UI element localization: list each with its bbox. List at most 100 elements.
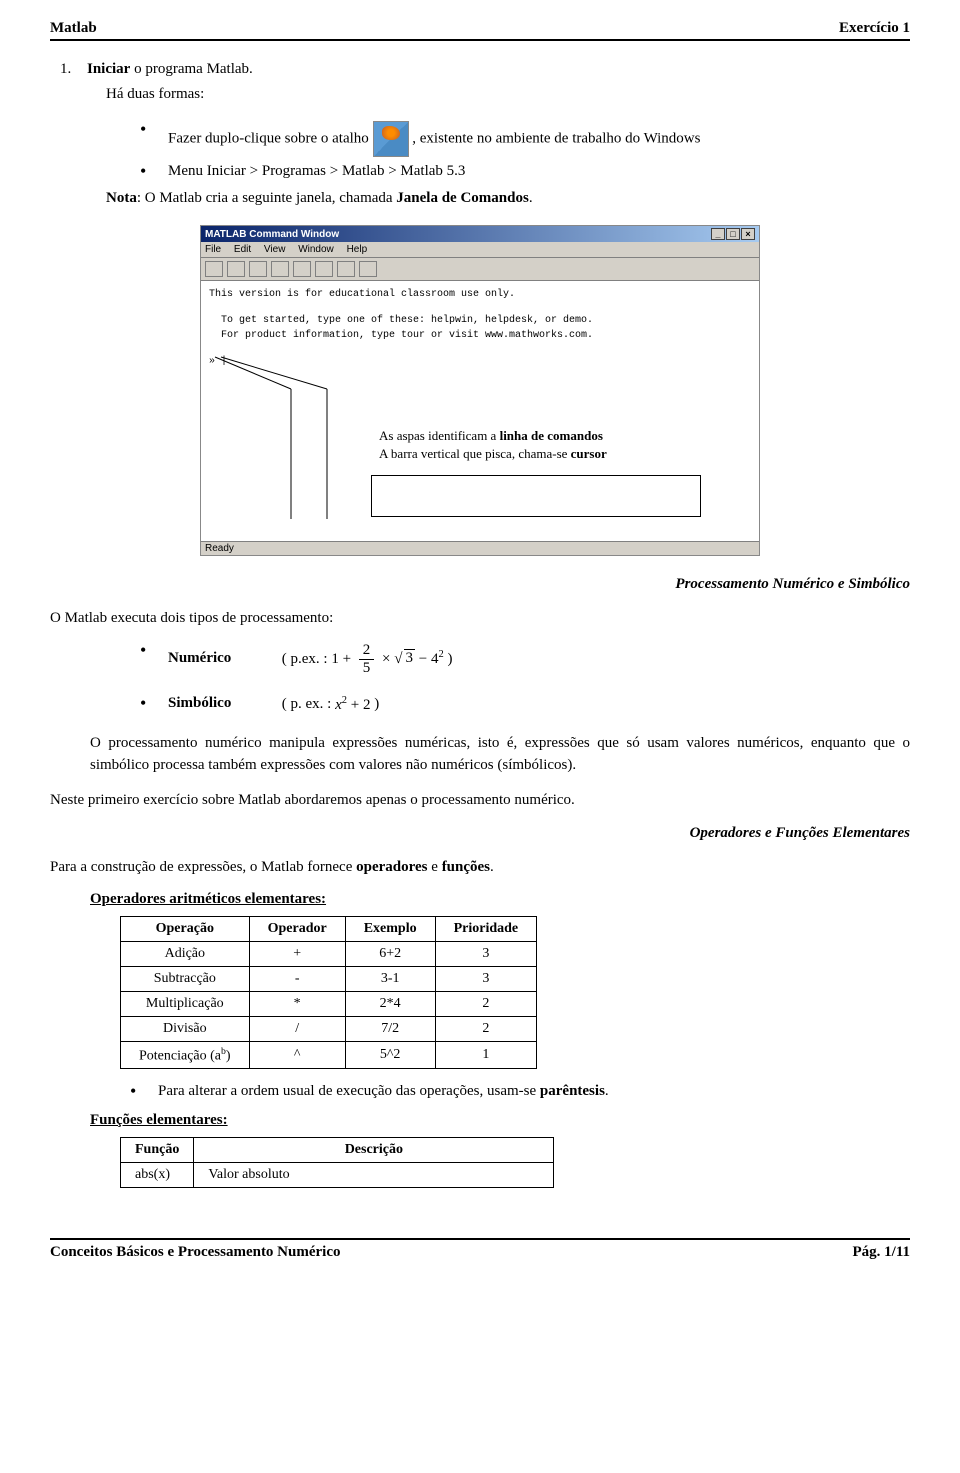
p3b: operadores — [356, 859, 427, 875]
cell: / — [249, 1016, 345, 1041]
operators-table: Operação Operador Exemplo Prioridade Adi… — [120, 916, 537, 1070]
option-shortcut-text-b: , existente no ambiente de trabalho do W… — [412, 130, 700, 146]
simbolico-suffix: ) — [374, 695, 379, 711]
col-operador: Operador — [249, 916, 345, 941]
document-page: Matlab Exercício 1 1. Iniciar o programa… — [0, 0, 960, 1291]
toolbar-btn — [337, 261, 355, 277]
table-header-row: Função Descrição — [121, 1138, 554, 1163]
cell: Adição — [121, 941, 250, 966]
col-exemplo: Exemplo — [345, 916, 435, 941]
nota-text: : O Matlab cria a seguinte janela, chama… — [137, 190, 396, 206]
cell: 3 — [435, 941, 537, 966]
menu-edit: Edit — [234, 244, 251, 255]
para-operators-intro: Para a construção de expressões, o Matla… — [50, 856, 910, 879]
callout-a-bold: linha de comandos — [500, 428, 603, 443]
header-right: Exercício 1 — [839, 20, 910, 37]
option-shortcut-text-a: Fazer duplo-clique sobre o atalho — [168, 130, 373, 146]
status-text: Ready — [205, 543, 234, 554]
window-toolbar — [201, 258, 759, 281]
section-1-title: 1. Iniciar o programa Matlab. — [60, 61, 910, 78]
col-prioridade: Prioridade — [435, 916, 537, 941]
sqrt-inner: 3 — [404, 649, 416, 667]
window-titlebar: MATLAB Command Window _ □ × — [201, 226, 759, 242]
para-first-exercise: Neste primeiro exercício sobre Matlab ab… — [50, 789, 910, 812]
simbolico-label: Simbólico — [168, 695, 278, 712]
paren-bold: parêntesis — [540, 1083, 605, 1099]
nota-line: Nota: O Matlab cria a seguinte janela, c… — [106, 190, 910, 207]
pot-c: ) — [226, 1048, 231, 1063]
table-row: Potenciação (ab) ^ 5^2 1 — [121, 1041, 537, 1069]
para-proc-explain: O processamento numérico manipula expres… — [90, 732, 910, 777]
p3e: . — [490, 859, 494, 875]
section-number: 1. — [60, 61, 71, 77]
cell: ^ — [249, 1041, 345, 1069]
type-simbolico: Simbólico ( p. ex. : x2 + 2 ) — [140, 695, 910, 714]
processing-intro: O Matlab executa dois tipos de processam… — [50, 607, 910, 630]
subtitle-operators: Operadores e Funções Elementares — [50, 825, 910, 842]
callout-b-bold: cursor — [571, 446, 607, 461]
empty-callout-box — [371, 475, 701, 517]
cell: 7/2 — [345, 1016, 435, 1041]
cell: 6+2 — [345, 941, 435, 966]
matlab-window-screenshot: MATLAB Command Window _ □ × File Edit Vi… — [200, 225, 760, 556]
col-funcao: Função — [121, 1138, 194, 1163]
parenthesis-note: Para alterar a ordem usual de execução d… — [130, 1083, 910, 1100]
functions-table: Função Descrição abs(x) Valor absoluto — [120, 1137, 554, 1188]
frac-num: 2 — [359, 642, 375, 660]
menu-file: File — [205, 244, 221, 255]
nota-bold: Janela de Comandos — [396, 190, 529, 206]
cell: * — [249, 991, 345, 1016]
numerico-formula: 1 + 2 5 × √3 − 42 — [331, 642, 443, 677]
processing-types-list: Numérico ( p.ex. : 1 + 2 5 × √3 − 42 ) S… — [140, 642, 910, 714]
toolbar-btn — [359, 261, 377, 277]
cell: 2 — [435, 1016, 537, 1041]
maximize-icon: □ — [726, 228, 740, 240]
cell: - — [249, 966, 345, 991]
menu-view: View — [264, 244, 286, 255]
section-title-bold: Iniciar — [87, 61, 130, 77]
callout-text-box: As aspas identificam a linha de comandos… — [371, 421, 701, 469]
section-title-rest: o programa Matlab. — [130, 61, 252, 77]
minimize-icon: _ — [711, 228, 725, 240]
operators-heading: Operadores aritméticos elementares: — [90, 891, 910, 908]
footer-right: Pág. 1/11 — [852, 1244, 910, 1261]
cell: 2*4 — [345, 991, 435, 1016]
command-window-body: This version is for educational classroo… — [201, 281, 759, 541]
cell: Divisão — [121, 1016, 250, 1041]
close-icon: × — [741, 228, 755, 240]
cell: 3-1 — [345, 966, 435, 991]
paren-end: . — [605, 1083, 609, 1099]
cell: 3 — [435, 966, 537, 991]
option-shortcut: Fazer duplo-clique sobre o atalho , exis… — [140, 121, 910, 157]
startup-options-list: Fazer duplo-clique sobre o atalho , exis… — [140, 121, 910, 180]
pot-a: Potenciação (a — [139, 1048, 221, 1063]
window-statusbar: Ready — [201, 541, 759, 555]
simbolico-rest: + 2 — [347, 697, 370, 713]
toolbar-btn — [315, 261, 333, 277]
cmd-line3: For product information, type tour or vi… — [221, 330, 751, 341]
col-operacao: Operação — [121, 916, 250, 941]
matlab-shortcut-icon — [373, 121, 409, 157]
nota-label: Nota — [106, 190, 137, 206]
cmd-line2: To get started, type one of these: helpw… — [221, 315, 751, 326]
frac-den: 5 — [359, 660, 375, 677]
fraction: 2 5 — [359, 642, 375, 677]
cmd-line1: This version is for educational classroo… — [209, 289, 751, 300]
toolbar-btn — [271, 261, 289, 277]
table-row: Divisão / 7/2 2 — [121, 1016, 537, 1041]
cell: 1 — [435, 1041, 537, 1069]
option-menu: Menu Iniciar > Programas > Matlab > Matl… — [140, 163, 910, 180]
table-row: Adição + 6+2 3 — [121, 941, 537, 966]
toolbar-btn — [249, 261, 267, 277]
cell: + — [249, 941, 345, 966]
p3c: e — [428, 859, 442, 875]
menu-help: Help — [347, 244, 368, 255]
page-footer: Conceitos Básicos e Processamento Numéri… — [50, 1238, 910, 1261]
cell-potenciacao: Potenciação (ab) — [121, 1041, 250, 1069]
cell: Multiplicação — [121, 991, 250, 1016]
window-title: MATLAB Command Window — [205, 229, 339, 240]
menu-window: Window — [298, 244, 334, 255]
toolbar-btn — [227, 261, 245, 277]
window-menubar: File Edit View Window Help — [201, 242, 759, 258]
simbolico-prefix: ( p. ex. : — [282, 695, 335, 711]
